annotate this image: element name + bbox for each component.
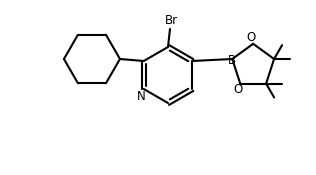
Text: O: O <box>246 31 256 44</box>
Text: Br: Br <box>164 13 178 26</box>
Text: N: N <box>137 90 145 103</box>
Text: B: B <box>228 54 236 66</box>
Text: O: O <box>234 83 243 96</box>
